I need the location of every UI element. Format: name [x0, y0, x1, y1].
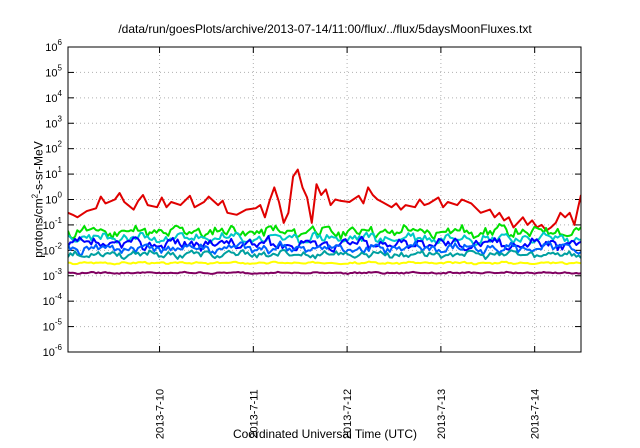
y-tick-label: 102	[45, 140, 62, 156]
x-tick-label: 2013-7-12	[342, 389, 354, 439]
series-line-6	[68, 249, 581, 260]
x-tick-label: 2013-7-13	[436, 389, 448, 439]
series-line-8	[68, 270, 581, 275]
y-axis-label: protons/cm2-s-sr-MeV	[30, 141, 46, 258]
y-tick-label: 10-4	[43, 292, 63, 308]
x-axis-label: Coordinated Universal Time (UTC)	[232, 427, 418, 441]
y-tick-label: 101	[45, 165, 62, 181]
x-tick-label: 2013-7-10	[155, 389, 167, 439]
y-tick-label: 105	[45, 63, 62, 79]
series-line-2	[68, 223, 581, 240]
x-tick-label: 2013-7-14	[530, 389, 542, 439]
y-tick-label: 10-6	[43, 343, 63, 359]
y-tick-label: 104	[45, 89, 62, 105]
series-line-5	[68, 240, 581, 257]
y-tick-label: 10-5	[43, 318, 63, 334]
y-tick-label: 10-2	[43, 241, 63, 257]
y-tick-label: 103	[45, 114, 62, 130]
series-line-4	[68, 235, 581, 253]
plot-frame	[67, 46, 582, 353]
x-tick-label: 2013-7-11	[248, 389, 260, 438]
y-tick-label: 100	[45, 191, 62, 207]
series-line-7	[68, 260, 581, 266]
y-tick-label: 10-3	[43, 267, 63, 283]
y-tick-label: 10-1	[43, 216, 63, 232]
y-tick-label: 106	[45, 38, 62, 54]
chart-title: /data/run/goesPlots/archive/2013-07-14/1…	[118, 22, 532, 36]
series-line-1	[68, 168, 581, 232]
